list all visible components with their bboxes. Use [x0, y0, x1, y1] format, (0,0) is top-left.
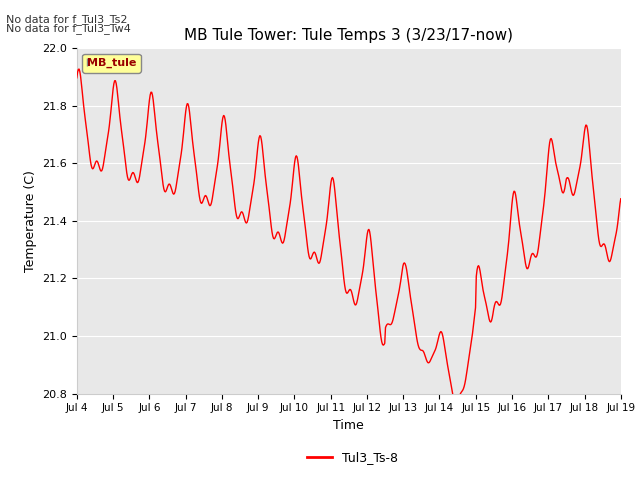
X-axis label: Time: Time — [333, 419, 364, 432]
Title: MB Tule Tower: Tule Temps 3 (3/23/17-now): MB Tule Tower: Tule Temps 3 (3/23/17-now… — [184, 28, 513, 43]
Text: No data for f_Tul3_Ts2: No data for f_Tul3_Ts2 — [6, 13, 128, 24]
Legend: Tul3_Ts-8: Tul3_Ts-8 — [301, 446, 403, 469]
Legend: MB_tule: MB_tule — [83, 54, 141, 72]
Y-axis label: Temperature (C): Temperature (C) — [24, 170, 36, 272]
Text: No data for f_Tul3_Tw4: No data for f_Tul3_Tw4 — [6, 23, 131, 34]
